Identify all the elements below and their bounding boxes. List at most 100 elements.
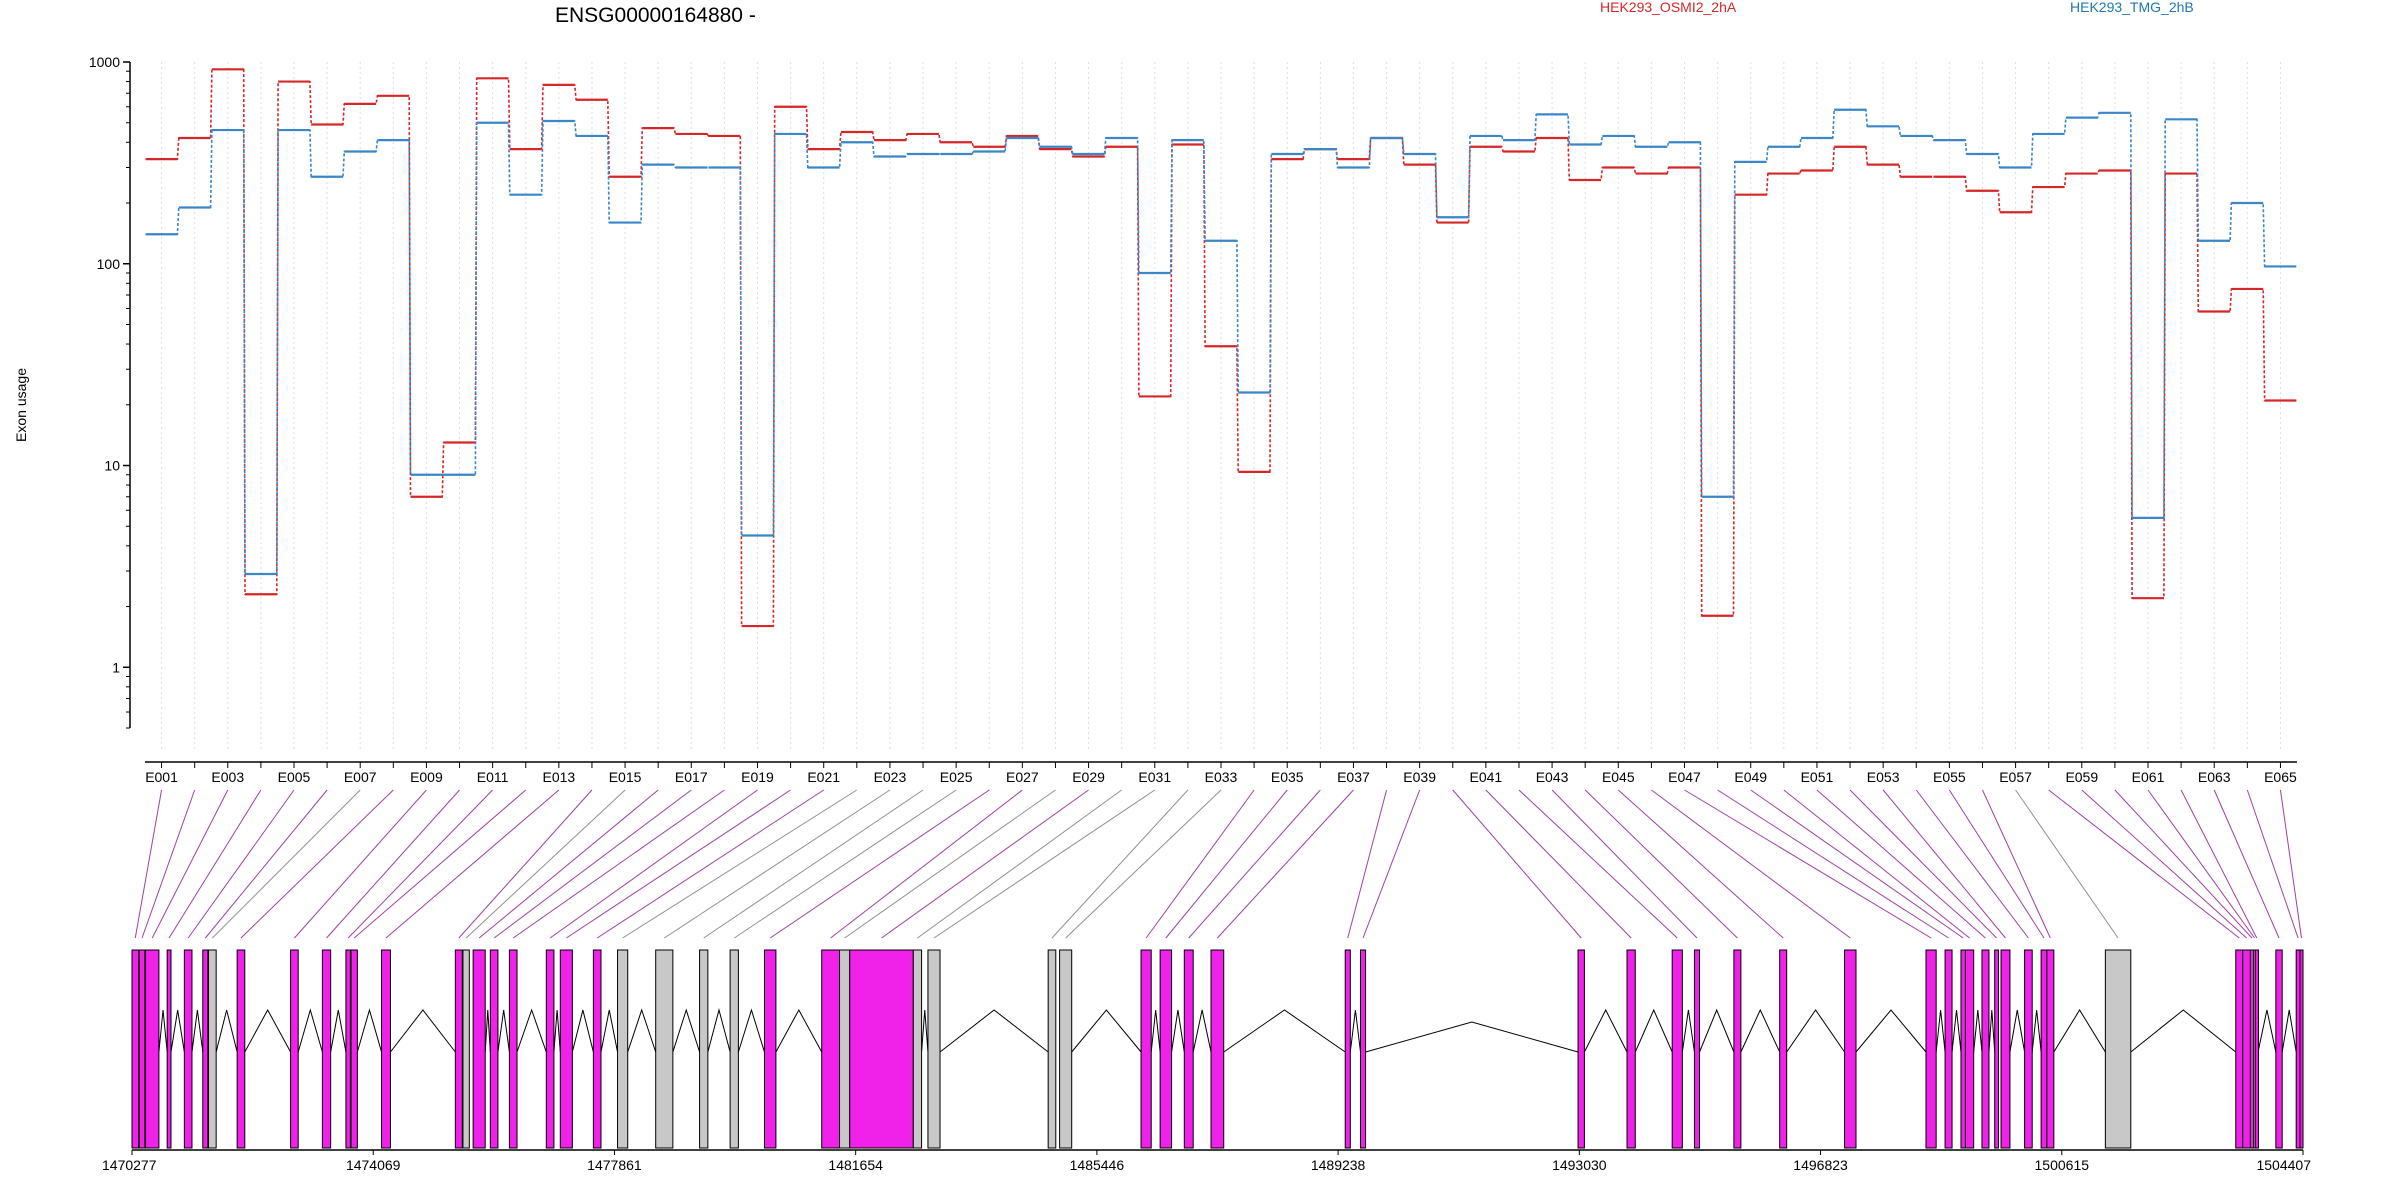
- exon-box: [508, 949, 518, 1149]
- exon-box: [345, 949, 351, 1149]
- legend-label-series-b: HEK293_TMG_2hB: [2070, 0, 2194, 15]
- exon-box: [1733, 949, 1742, 1149]
- mapping-line: [493, 789, 692, 939]
- intron-line: [1634, 1008, 1673, 1053]
- exon-box: [1140, 949, 1152, 1149]
- mapping-line: [1717, 789, 1949, 939]
- mapping-line: [1362, 789, 1421, 939]
- intron-line: [356, 1008, 383, 1053]
- mapping-line: [326, 789, 460, 939]
- mapping-line: [1750, 789, 1964, 939]
- x-tick-label: E065: [2264, 769, 2297, 785]
- intron-line: [627, 1008, 657, 1053]
- genomic-tick-label: 1470277: [102, 1157, 157, 1173]
- exon-box: [1844, 949, 1857, 1149]
- x-tick-label: E059: [2065, 769, 2098, 785]
- mapping-line: [566, 789, 791, 939]
- intron-line: [2031, 1009, 2042, 1053]
- x-tick-label: E017: [675, 769, 708, 785]
- intron-connectors: [158, 1008, 2297, 1053]
- intron-line: [775, 1008, 823, 1053]
- y-tick-label: 1000: [89, 54, 120, 70]
- mapping-line: [1551, 789, 1698, 939]
- exon-box: [1059, 949, 1073, 1149]
- exon-box: [2242, 949, 2251, 1149]
- intron-line: [390, 1009, 456, 1053]
- x-tick-label: E023: [874, 769, 907, 785]
- x-tick-label: E035: [1271, 769, 1304, 785]
- exon-box: [1693, 949, 1701, 1149]
- mapping-line: [1982, 789, 2051, 939]
- exon-box: [1779, 949, 1788, 1149]
- mapping-line: [1948, 789, 2045, 939]
- exon-box: [1047, 949, 1057, 1149]
- exon-box: [1960, 949, 1966, 1149]
- mapping-line: [596, 789, 824, 939]
- intron-line: [1951, 1009, 1962, 1053]
- exon-box: [1671, 949, 1683, 1149]
- y-tick-label: 100: [97, 256, 121, 272]
- exon-box: [2235, 949, 2244, 1149]
- intron-line: [215, 1009, 238, 1053]
- x-tick-label: E031: [1138, 769, 1171, 785]
- x-tick-label: E025: [940, 769, 973, 785]
- exon-box: [729, 949, 739, 1149]
- mapping-line: [465, 789, 626, 939]
- exon-box: [202, 949, 209, 1149]
- series-b: [145, 108, 2297, 576]
- exon-box: [849, 949, 914, 1149]
- exon-box: [821, 949, 841, 1149]
- x-tick-label: E007: [344, 769, 377, 785]
- exon-box: [1981, 949, 1990, 1149]
- y-tick-label: 10: [104, 458, 120, 474]
- mapping-line: [211, 789, 361, 939]
- exon-box: [545, 949, 555, 1149]
- x-tick-label: E003: [211, 769, 244, 785]
- intron-line: [484, 1009, 491, 1053]
- genomic-tick-label: 1489238: [1311, 1157, 1366, 1173]
- mapping-line: [933, 789, 1156, 939]
- x-tick-label: E011: [477, 769, 509, 785]
- intron-line: [921, 1009, 929, 1053]
- x-tick-label: E019: [741, 769, 774, 785]
- exon-box: [763, 949, 777, 1149]
- exon-box: [236, 949, 246, 1149]
- exon-box: [1925, 949, 1937, 1149]
- genomic-tick-label: 1485446: [1070, 1157, 1125, 1173]
- mapping-line: [1783, 789, 1970, 939]
- exon-box: [454, 949, 463, 1149]
- exon-box: [1359, 949, 1367, 1149]
- exon-box: [2046, 949, 2055, 1149]
- intron-line: [2053, 1009, 2106, 1053]
- exon-box: [321, 949, 332, 1149]
- exon-box: [381, 949, 391, 1149]
- intron-line: [571, 1009, 594, 1053]
- intron-line: [1935, 1009, 1946, 1053]
- exon-box: [462, 949, 470, 1149]
- mapping-line: [2114, 789, 2253, 939]
- intron-line: [2009, 1009, 2026, 1053]
- x-tick-label: E013: [542, 769, 575, 785]
- mapping-line: [1452, 789, 1582, 939]
- mapping-line: [1188, 789, 1321, 939]
- intron-line: [1223, 1009, 1346, 1053]
- exon-box: [1577, 949, 1585, 1149]
- x-tick-label: E043: [1536, 769, 1569, 785]
- mapping-line: [458, 789, 593, 939]
- y-tick-label: 1: [112, 659, 120, 675]
- x-tick-label: E009: [410, 769, 443, 785]
- x-tick-label: E061: [2132, 769, 2165, 785]
- mapping-line: [733, 789, 957, 939]
- intron-line: [2130, 1009, 2237, 1053]
- mapping-line: [844, 789, 1056, 939]
- mapping-line: [204, 789, 328, 939]
- x-tick-label: E055: [1933, 769, 1966, 785]
- genomic-tick-label: 1474069: [346, 1157, 401, 1173]
- exon-box: [699, 949, 709, 1149]
- x-tick-label: E053: [1867, 769, 1900, 785]
- exon-box: [1964, 949, 1975, 1149]
- mapping-line: [1584, 789, 1738, 939]
- mapping-line: [1217, 789, 1354, 939]
- exon-mapping-lines: [134, 789, 2303, 939]
- mapping-line: [1651, 789, 1851, 939]
